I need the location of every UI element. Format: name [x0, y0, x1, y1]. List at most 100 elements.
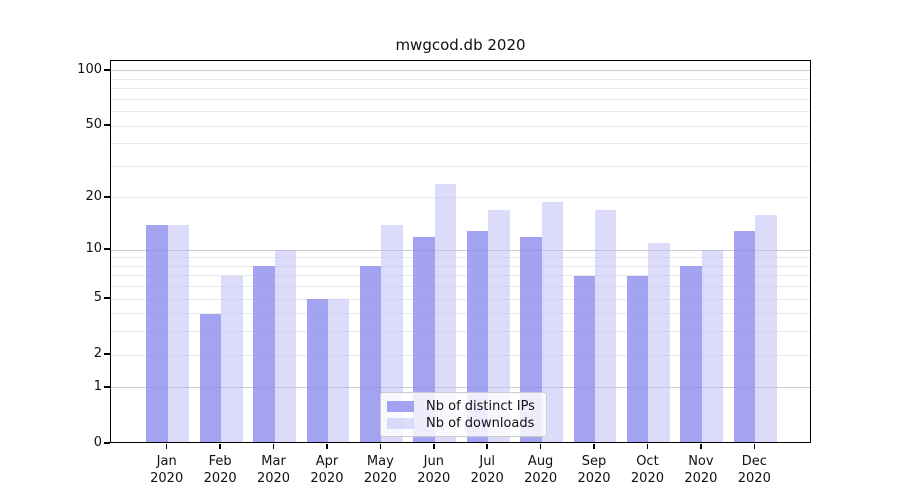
y-tick-label: 0	[93, 435, 102, 450]
legend-swatch	[387, 401, 414, 412]
gridline-minor	[111, 88, 810, 90]
bar-distinct-ips	[253, 266, 275, 442]
legend-swatch	[387, 418, 414, 429]
x-tick-mark	[326, 444, 328, 449]
x-tick-month: Feb	[208, 454, 232, 469]
gridline-minor	[111, 331, 810, 333]
gridline-minor	[111, 298, 810, 300]
x-tick-mark	[486, 444, 488, 449]
y-tick-mark	[104, 353, 110, 355]
x-tick-year: 2020	[363, 471, 397, 486]
x-tick-year: 2020	[203, 471, 237, 486]
x-tick-mark	[539, 444, 542, 449]
y-tick-mark	[104, 297, 110, 299]
y-tick-label: 5	[93, 290, 102, 306]
x-tick-month: Nov	[688, 454, 714, 469]
x-tick-mark	[753, 444, 756, 449]
x-tick-month: Mar	[261, 454, 286, 469]
bar-distinct-ips	[199, 313, 222, 442]
bar-downloads	[595, 210, 617, 442]
x-tick-mark	[433, 444, 435, 449]
x-tick-label: Dec 2020	[724, 453, 784, 487]
x-tick-year: 2020	[150, 471, 184, 486]
bar-downloads	[167, 225, 190, 442]
x-tick-month: Aug	[527, 454, 554, 469]
x-tick-year: 2020	[524, 471, 558, 486]
y-tick-label: 20	[85, 188, 102, 204]
x-tick-month: Oct	[636, 454, 659, 469]
plot-area	[110, 60, 811, 443]
gridline-major	[111, 249, 810, 251]
gridline-major	[111, 387, 810, 389]
x-tick-label: Jan 2020	[137, 453, 197, 487]
x-tick-mark	[646, 444, 649, 449]
x-tick-month: May	[366, 454, 394, 469]
bar-downloads	[755, 214, 777, 442]
chart-title: mwgcod.db 2020	[395, 36, 526, 54]
x-tick-label: Sep 2020	[564, 453, 624, 487]
x-tick-mark	[219, 444, 221, 449]
x-tick-year: 2020	[417, 471, 451, 486]
gridline-minor	[111, 143, 810, 145]
bar-distinct-ips	[146, 225, 168, 442]
gridline-minor	[111, 275, 810, 277]
gridline-minor	[111, 354, 810, 356]
x-tick-label: Oct 2020	[617, 453, 677, 487]
bar-downloads	[488, 210, 510, 442]
x-tick-mark	[272, 444, 275, 449]
legend-item: Nb of downloads	[387, 415, 538, 432]
y-tick-label: 1	[93, 378, 102, 394]
y-tick-mark	[104, 196, 110, 198]
x-tick-month: Sep	[581, 454, 607, 469]
x-tick-month: Jan	[156, 454, 177, 469]
x-tick-label: Apr 2020	[297, 453, 357, 487]
legend: Nb of distinct IPs Nb of downloads	[380, 392, 547, 437]
x-tick-year: 2020	[256, 471, 291, 486]
x-tick-month: Dec	[741, 454, 767, 469]
y-tick-label: 10	[85, 241, 102, 257]
gridline-minor	[111, 313, 810, 315]
legend-item: Nb of distinct IPs	[387, 398, 538, 415]
x-tick-label: Jul 2020	[457, 453, 517, 487]
gridline-major	[111, 70, 810, 72]
bar-distinct-ips	[466, 230, 489, 442]
y-tick-mark	[104, 386, 110, 388]
gridline-minor	[111, 165, 810, 167]
gridline-minor	[111, 125, 810, 127]
gridline-minor	[111, 78, 810, 80]
x-tick-year: 2020	[310, 471, 344, 486]
y-tick-mark	[104, 442, 110, 444]
bar-distinct-ips	[306, 299, 328, 442]
y-tick-mark	[104, 124, 110, 126]
gridline-minor	[111, 197, 810, 199]
y-tick-label: 100	[77, 61, 102, 77]
bar-distinct-ips	[359, 266, 382, 442]
bar-downloads	[701, 250, 724, 442]
y-tick-label: 50	[85, 117, 102, 133]
bar-distinct-ips	[733, 230, 756, 442]
bar-distinct-ips	[520, 236, 542, 442]
y-tick-mark	[104, 248, 110, 250]
bar-downloads	[648, 243, 670, 442]
x-tick-label: Feb 2020	[190, 453, 250, 487]
y-tick-label: 2	[93, 346, 102, 362]
bar-distinct-ips	[627, 275, 649, 442]
bar-downloads	[327, 299, 350, 442]
x-tick-month: Jul	[479, 454, 496, 469]
x-tick-mark	[593, 444, 595, 449]
bar-downloads	[381, 225, 403, 442]
x-tick-month: Apr	[315, 454, 339, 469]
gridline-minor	[111, 257, 810, 259]
bar-downloads	[434, 183, 457, 442]
x-tick-year: 2020	[470, 471, 504, 486]
gridline-minor	[111, 98, 810, 100]
legend-label: Nb of distinct IPs	[426, 399, 535, 414]
x-tick-label: Mar 2020	[244, 453, 304, 487]
bar-downloads	[221, 275, 243, 442]
bar-downloads	[541, 201, 564, 442]
bar-distinct-ips	[573, 275, 596, 442]
x-tick-mark	[165, 444, 168, 449]
bar-downloads	[274, 250, 296, 442]
x-tick-year: 2020	[577, 471, 611, 486]
x-tick-label: Jun 2020	[404, 453, 464, 487]
